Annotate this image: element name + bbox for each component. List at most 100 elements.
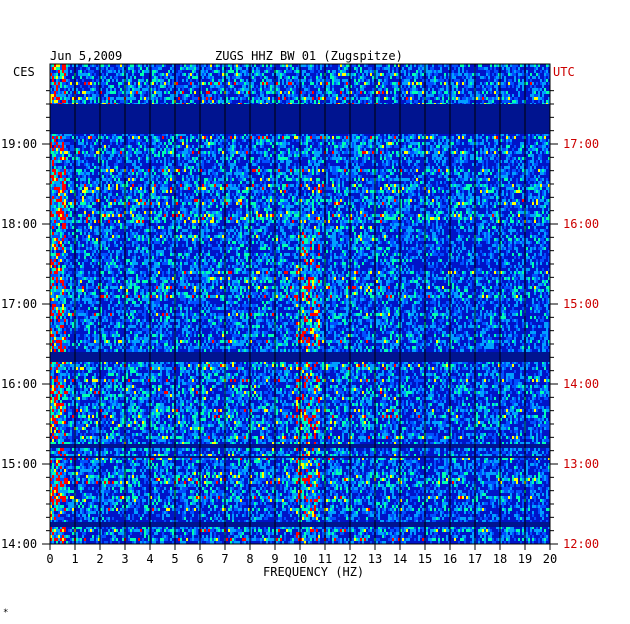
spectrogram-cell — [64, 94, 66, 97]
spectrogram-cell — [312, 157, 314, 160]
spectrogram-cell — [156, 136, 158, 139]
spectrogram-cell — [76, 82, 78, 85]
spectrogram-cell — [284, 76, 286, 79]
spectrogram-cell — [462, 76, 464, 79]
spectrogram-cell — [218, 97, 220, 100]
spectrogram-cell — [78, 151, 80, 154]
spectrogram-cell — [428, 136, 430, 139]
spectrogram-cell — [192, 82, 194, 85]
spectrogram-cell — [330, 166, 332, 169]
spectrogram-cell — [304, 136, 306, 139]
spectrogram-cell — [394, 160, 396, 163]
spectrogram-cell — [182, 160, 184, 163]
spectrogram-cell — [392, 82, 394, 85]
spectrogram-cell — [190, 100, 192, 103]
spectrogram-cell — [206, 76, 208, 79]
spectrogram-cell — [404, 157, 406, 160]
spectrogram-cell — [320, 79, 322, 82]
spectrogram-cell — [454, 97, 456, 100]
spectrogram-cell — [420, 148, 422, 151]
spectrogram-cell — [96, 142, 98, 145]
spectrogram-cell — [138, 70, 140, 73]
spectrogram-cell — [472, 157, 474, 160]
spectrogram-cell — [482, 85, 484, 88]
spectrogram-cell — [468, 148, 470, 151]
spectrogram-cell — [346, 85, 348, 88]
spectrogram-cell — [116, 157, 118, 160]
spectrogram-cell — [454, 100, 456, 103]
spectrogram-cell — [338, 73, 340, 76]
spectrogram-cell — [366, 157, 368, 160]
spectrogram-cell — [192, 88, 194, 91]
spectrogram-cell — [240, 148, 242, 151]
spectrogram-cell — [228, 142, 230, 145]
spectrogram-cell — [540, 79, 542, 82]
spectrogram-cell — [334, 148, 336, 151]
spectrogram-cell — [364, 97, 366, 100]
spectrogram-cell — [404, 142, 406, 145]
spectrogram-cell — [144, 151, 146, 154]
spectrogram-cell — [340, 97, 342, 100]
spectrogram-cell — [534, 88, 536, 91]
spectrogram-cell — [384, 85, 386, 88]
spectrogram-cell — [228, 160, 230, 163]
spectrogram-cell — [360, 142, 362, 145]
spectrogram-cell — [318, 136, 320, 139]
spectrogram-cell — [212, 82, 214, 85]
spectrogram-cell — [294, 163, 296, 166]
spectrogram-cell — [260, 145, 262, 148]
spectrogram-cell — [494, 76, 496, 79]
spectrogram-cell — [370, 67, 372, 70]
spectrogram-cell — [480, 157, 482, 160]
spectrogram-cell — [488, 100, 490, 103]
spectrogram-cell — [396, 70, 398, 73]
spectrogram-cell — [290, 67, 292, 70]
spectrogram-cell — [334, 91, 336, 94]
spectrogram-cell — [52, 157, 54, 160]
spectrogram-cell — [214, 70, 216, 73]
spectrogram-cell — [356, 151, 358, 154]
spectrogram-cell — [440, 70, 442, 73]
spectrogram-cell — [276, 85, 278, 88]
spectrogram-cell — [394, 139, 396, 142]
spectrogram-cell — [78, 100, 80, 103]
spectrogram-cell — [344, 70, 346, 73]
spectrogram-cell — [192, 151, 194, 154]
spectrogram-cell — [72, 148, 74, 151]
spectrogram-cell — [64, 157, 66, 160]
spectrogram-cell — [442, 97, 444, 100]
spectrogram-cell — [132, 148, 134, 151]
spectrogram-cell — [294, 157, 296, 160]
spectrogram-cell — [320, 76, 322, 79]
spectrogram-cell — [118, 85, 120, 88]
spectrogram-cell — [164, 91, 166, 94]
spectrogram-cell — [52, 148, 54, 151]
spectrogram-cell — [154, 76, 156, 79]
spectrogram-cell — [494, 67, 496, 70]
spectrogram-cell — [278, 85, 280, 88]
spectrogram-cell — [320, 160, 322, 163]
spectrogram-cell — [114, 76, 116, 79]
spectrogram-cell — [444, 142, 446, 145]
spectrogram-cell — [434, 154, 436, 157]
spectrogram-cell — [306, 136, 308, 139]
spectrogram-cell — [58, 139, 60, 142]
spectrogram-cell — [282, 154, 284, 157]
spectrogram-cell — [204, 157, 206, 160]
spectrogram-cell — [142, 88, 144, 91]
spectrogram-cell — [310, 163, 312, 166]
spectrogram-cell — [512, 82, 514, 85]
spectrogram-cell — [182, 85, 184, 88]
spectrogram-cell — [342, 73, 344, 76]
spectrogram-cell — [64, 142, 66, 145]
spectrogram-cell — [534, 163, 536, 166]
spectrogram-cell — [186, 163, 188, 166]
spectrogram-cell — [344, 82, 346, 85]
spectrogram-cell — [472, 145, 474, 148]
spectrogram-cell — [64, 91, 66, 94]
spectrogram-cell — [430, 82, 432, 85]
spectrogram-cell — [522, 79, 524, 82]
spectrogram-cell — [430, 70, 432, 73]
spectrogram-cell — [432, 67, 434, 70]
spectrogram-cell — [222, 79, 224, 82]
